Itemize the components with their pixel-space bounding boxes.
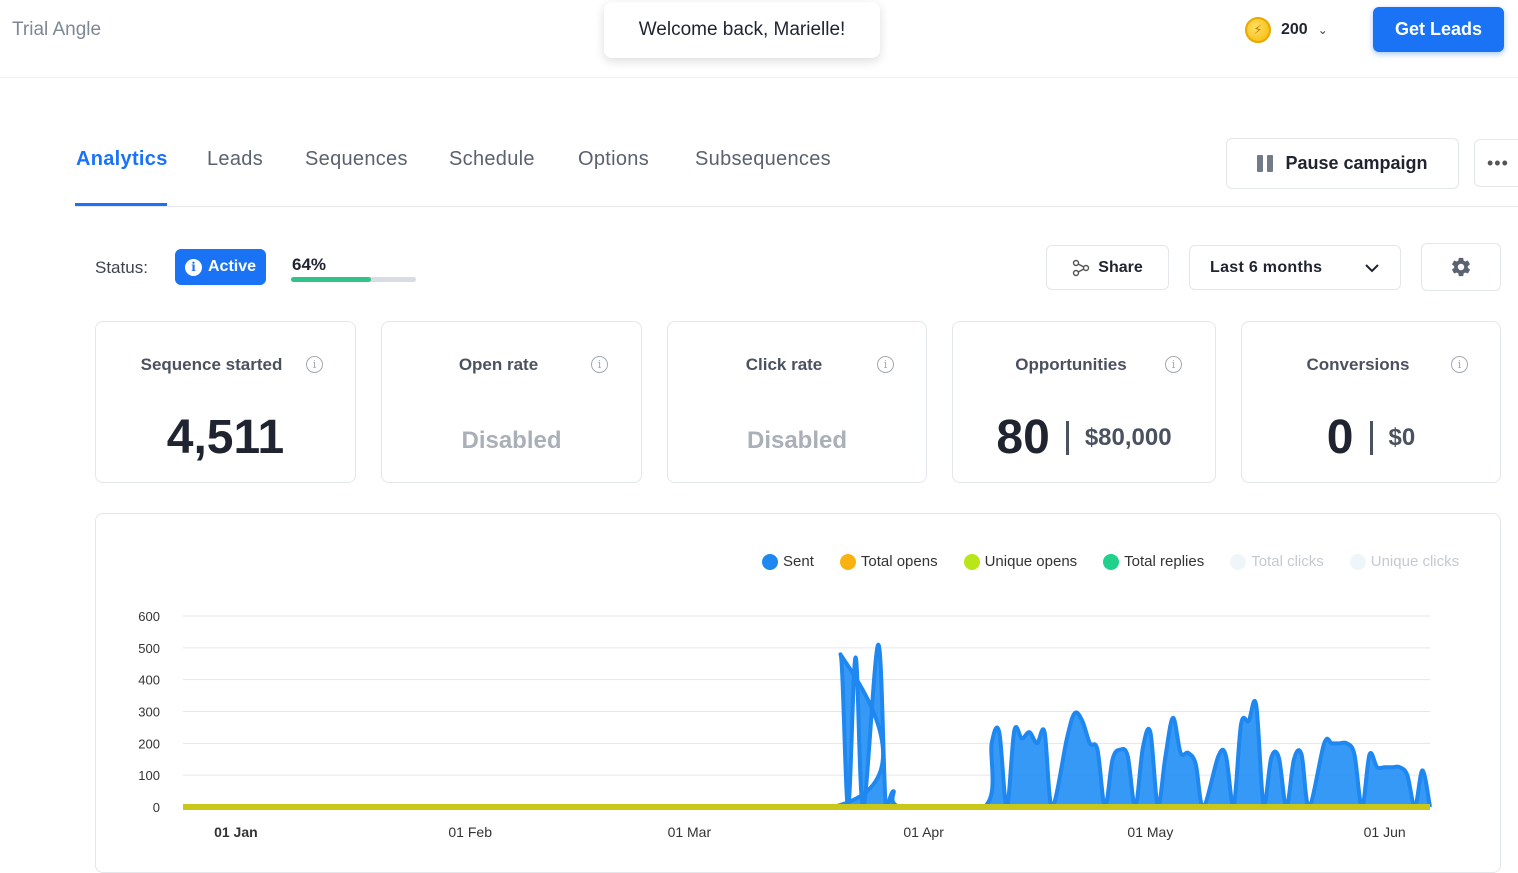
credit-count: 200 [1281, 21, 1308, 38]
share-label: Share [1098, 258, 1143, 276]
campaign-tabs: Analytics Leads Sequences Schedule Optio… [75, 130, 1518, 207]
chevron-down-icon [1365, 263, 1379, 272]
card-money: $0 [1388, 423, 1416, 451]
pause-campaign-button[interactable]: Pause campaign [1226, 138, 1459, 189]
card-value-row: 0 $0 [1242, 410, 1500, 465]
x-tick-label: 01 May [1127, 824, 1173, 840]
legend-dot [762, 553, 778, 570]
info-icon[interactable]: i [877, 356, 894, 373]
workspace-name[interactable]: Trial Angle [12, 19, 102, 40]
welcome-toast: Welcome back, Marielle! [604, 2, 880, 58]
card-opportunities: Opportunities i 80 $80,000 [952, 321, 1216, 483]
card-title: Sequence started [140, 355, 283, 374]
tab-analytics[interactable]: Analytics [76, 148, 168, 170]
progress-label: 64% [292, 255, 327, 274]
card-title: Click rate [745, 355, 823, 374]
legend-total-replies[interactable]: Total replies [1103, 553, 1204, 570]
card-value: 80 [996, 411, 1050, 464]
progress-fill [291, 277, 371, 282]
x-tick-label: 01 Apr [903, 824, 944, 840]
share-button[interactable]: Share [1046, 245, 1169, 290]
date-range-select[interactable]: Last 6 months [1189, 245, 1401, 290]
more-options-button[interactable]: ••• [1474, 139, 1518, 187]
sent-area-chart: 0 100 200 300 400 500 600 01 Jan 01 Feb 01 Mar 01 … [138, 609, 1432, 840]
card-money: $80,000 [1084, 423, 1172, 451]
y-tick-label: 600 [138, 609, 160, 624]
credits-dropdown[interactable]: ⚡ 200 ⌄ [1245, 16, 1328, 44]
sent-area [183, 644, 1430, 807]
gear-icon [1452, 257, 1470, 277]
pause-campaign-label: Pause campaign [1285, 153, 1428, 173]
pause-icon [1257, 155, 1274, 172]
y-tick-label: 0 [153, 800, 160, 815]
chevron-down-icon: ⌄ [1317, 23, 1328, 37]
tab-schedule[interactable]: Schedule [449, 148, 535, 170]
card-value: 0 [1326, 411, 1354, 464]
legend-dot [839, 553, 856, 570]
status-badge-label: Active [207, 258, 257, 275]
legend-dot [1230, 553, 1247, 570]
divider [1065, 420, 1069, 455]
active-tab-indicator [75, 203, 167, 206]
info-icon[interactable]: i [591, 356, 608, 373]
card-conversions: Conversions i 0 $0 [1241, 321, 1501, 483]
y-tick-label: 300 [138, 705, 160, 720]
legend-sent[interactable]: Sent [762, 553, 814, 570]
legend-label: Unique opens [984, 553, 1078, 570]
legend-total-opens[interactable]: Total opens [839, 553, 938, 570]
legend-unique-opens[interactable]: Unique opens [963, 553, 1078, 570]
tab-sequences[interactable]: Sequences [305, 148, 408, 170]
x-tick-label: 01 Mar [668, 824, 712, 840]
legend-dot [963, 553, 980, 570]
x-tick-label: 01 Jun [1364, 824, 1406, 840]
legend-total-clicks[interactable]: Total clicks [1230, 553, 1324, 570]
card-value-row: 80 $80,000 [953, 410, 1215, 465]
legend-label: Unique clicks [1370, 553, 1460, 570]
analytics-chart-panel [95, 513, 1501, 873]
settings-button[interactable] [1421, 243, 1501, 291]
card-title: Opportunities [1015, 355, 1127, 374]
divider [1369, 420, 1373, 455]
status-label: Status: [95, 258, 148, 277]
info-icon[interactable]: i [1165, 356, 1182, 373]
progress-bar [291, 277, 416, 282]
get-leads-button[interactable]: Get Leads [1373, 7, 1504, 52]
legend-label: Total opens [860, 553, 938, 570]
chart-legend: Sent Total opens Unique opens Total repl… [762, 553, 1459, 570]
x-tick-label: 01 Feb [448, 824, 492, 840]
info-icon: i [184, 258, 202, 276]
legend-label: Total clicks [1251, 553, 1324, 570]
tab-options[interactable]: Options [578, 148, 650, 170]
x-tick-label: 01 Jan [214, 824, 258, 840]
legend-dot [1349, 553, 1366, 570]
card-sequence-started: Sequence started i 4,511 [95, 321, 356, 483]
info-icon[interactable]: i [306, 356, 323, 373]
legend-unique-clicks[interactable]: Unique clicks [1349, 553, 1460, 570]
lightning-coin-icon: ⚡ [1245, 17, 1271, 43]
tab-subsequences[interactable]: Subsequences [695, 148, 831, 170]
top-bar: Trial Angle Welcome back, Marielle! ⚡ 20… [0, 0, 1518, 78]
card-open-rate: Open rate i Disabled [381, 321, 642, 483]
info-icon[interactable]: i [1451, 356, 1468, 373]
share-icon [1073, 259, 1090, 276]
card-value: Disabled [746, 427, 848, 454]
card-value: Disabled [461, 427, 562, 454]
tab-leads[interactable]: Leads [207, 148, 263, 170]
y-tick-label: 500 [138, 641, 160, 656]
card-click-rate: Click rate i Disabled [667, 321, 927, 483]
y-tick-label: 100 [138, 768, 160, 783]
legend-dot [1103, 553, 1120, 570]
y-tick-label: 200 [138, 736, 160, 751]
status-badge: i Active [175, 249, 266, 285]
card-value: 4,511 [166, 411, 285, 464]
date-range-value: Last 6 months [1210, 258, 1323, 276]
y-tick-label: 400 [138, 673, 160, 688]
legend-label: Sent [783, 553, 814, 570]
card-title: Conversions [1306, 355, 1410, 374]
legend-label: Total replies [1124, 553, 1205, 570]
card-title: Open rate [458, 355, 539, 374]
